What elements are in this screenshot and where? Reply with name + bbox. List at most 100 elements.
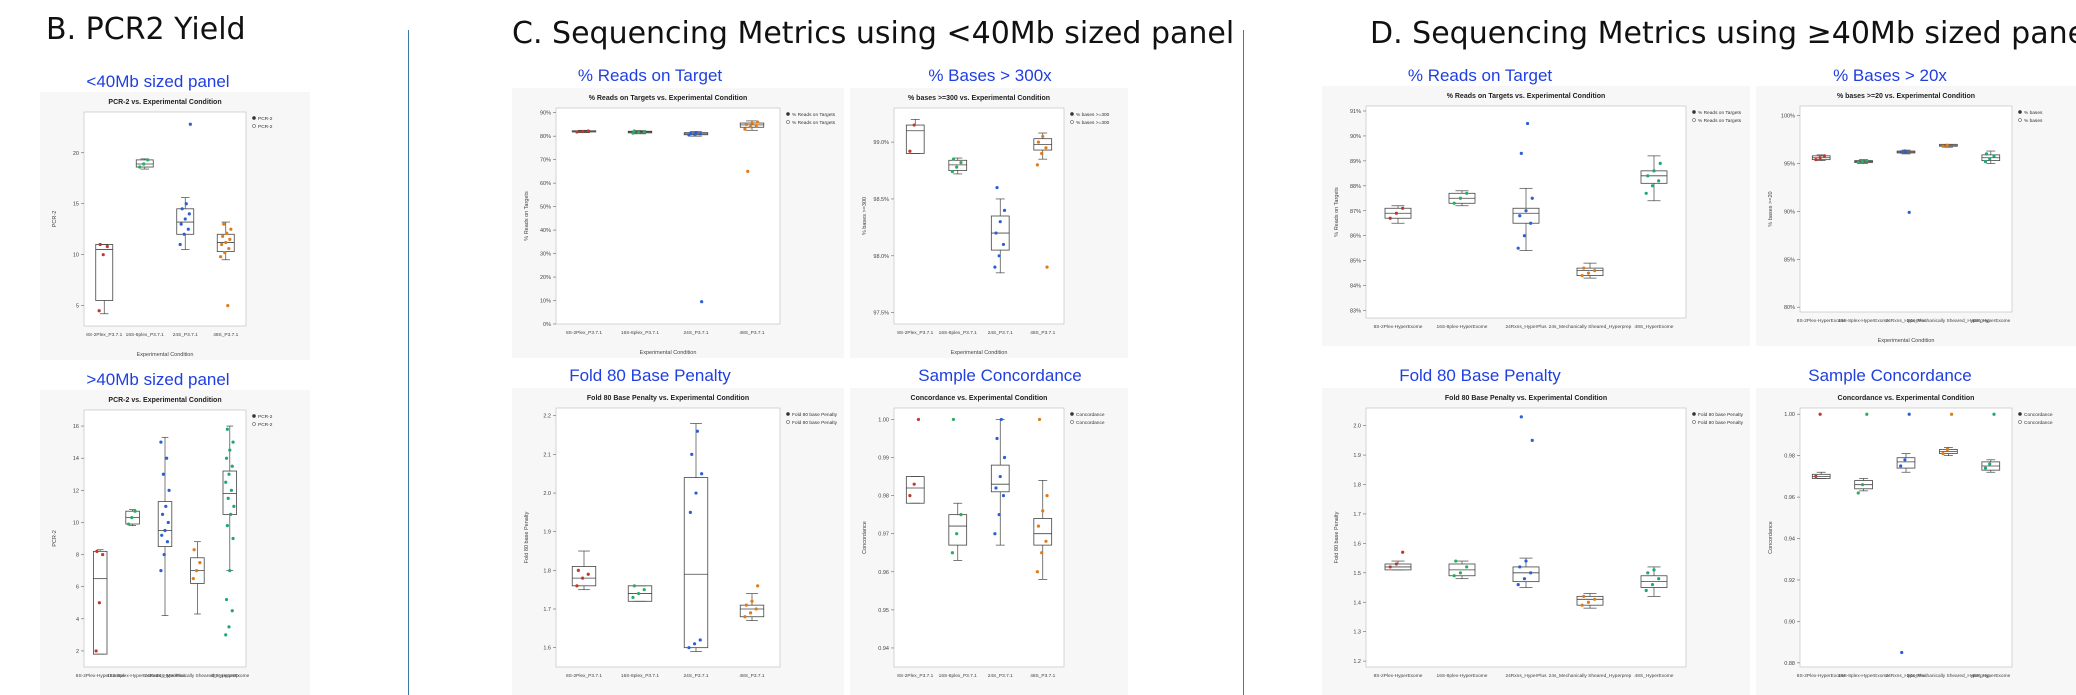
data-point: [1907, 210, 1911, 214]
box-3: [990, 417, 1010, 546]
panel-title-c1: % Reads on Target: [577, 66, 723, 85]
data-point: [997, 254, 1001, 258]
data-point: [225, 524, 229, 528]
data-point: [224, 480, 228, 484]
data-point: [1865, 412, 1869, 416]
chart-svg: PCR-2 vs. Experimental Condition 5 10 15 20 P…: [52, 99, 273, 358]
legend-label: % Reads on Targets: [1698, 110, 1742, 116]
data-point: [225, 231, 229, 235]
data-point: [97, 601, 101, 605]
data-point: [999, 417, 1003, 422]
data-point: [1983, 159, 1988, 164]
legend-label: Fold 80 base Penalty: [1698, 420, 1744, 426]
panel-title-c3: Fold 80 Base Penalty: [569, 366, 731, 385]
box-iqr: [1896, 457, 1916, 469]
data-point: [912, 123, 916, 127]
x-tick-label: 8S-2Plex-HyperExome: [76, 673, 125, 679]
box-iqr: [1512, 207, 1540, 224]
y-tick-label: 20: [73, 151, 79, 157]
box-iqr: [739, 604, 765, 618]
x-tick-label: 24Rxns_HyperPlus: [1885, 318, 1927, 324]
data-point: [575, 584, 579, 588]
y-axis-label: Fold 80 base Penalty: [524, 511, 530, 563]
data-point: [1037, 417, 1042, 422]
x-tick-label: 24Rxns_HyperPlus: [1505, 324, 1547, 330]
chart-svg: Concordance vs. Experimental Condition 0.…: [1768, 395, 2053, 679]
x-tick-label: 48S_HyperExome: [1635, 324, 1674, 330]
chart-fold80-large: Fold 80 Base Penalty vs. Experimental Co…: [1322, 388, 1750, 695]
legend-marker: [252, 116, 256, 120]
plot-area: [893, 107, 1065, 325]
box-iqr: [157, 501, 173, 547]
box-5: [1640, 566, 1668, 597]
data-point: [95, 549, 99, 553]
y-tick-label: 20%: [540, 275, 551, 281]
y-tick-label: 0.98: [1784, 454, 1795, 460]
legend-label: PCR-2: [258, 422, 273, 428]
data-point: [188, 122, 192, 126]
data-point: [1907, 412, 1911, 416]
data-point: [1818, 156, 1822, 160]
box-5: [1640, 155, 1668, 202]
section-title-c: C. Sequencing Metrics using <40Mb sized …: [512, 16, 1235, 51]
chart-svg: Concordance vs. Experimental Condition 0.…: [862, 395, 1105, 679]
y-tick-label: 89%: [1350, 159, 1361, 165]
data-point: [1580, 603, 1584, 607]
legend-label: PCR-2: [258, 116, 273, 122]
data-point: [642, 588, 646, 592]
x-tick-label: 16S-8plex-HyperExome: [107, 673, 158, 679]
data-point: [198, 560, 202, 565]
data-point: [1860, 483, 1865, 487]
data-point: [180, 207, 184, 211]
y-tick-label: 1.7: [1353, 512, 1361, 518]
box-3: [1512, 415, 1540, 588]
data-point: [1856, 160, 1860, 165]
x-tick-label: 8S-2Plex-HyperExome: [1374, 673, 1423, 679]
chart-svg: % Reads on Targets vs. Experimental Cond…: [524, 95, 836, 356]
y-tick-label: 2.2: [543, 414, 551, 420]
data-point: [1865, 159, 1869, 163]
data-point: [160, 512, 165, 517]
y-tick-label: 1.9: [1353, 453, 1361, 459]
box-5: [1981, 412, 2001, 473]
data-point: [164, 504, 168, 508]
data-point: [698, 132, 702, 136]
data-point: [993, 532, 997, 536]
data-point: [1041, 134, 1045, 139]
y-tick-label: 0.90: [1784, 619, 1795, 625]
data-point: [1044, 539, 1048, 543]
panel-title-b1: <40Mb sized panel: [86, 72, 230, 91]
y-tick-label: 5: [76, 304, 79, 310]
data-point: [1002, 208, 1007, 212]
legend-marker: [786, 112, 790, 116]
data-point: [1401, 550, 1405, 554]
x-tick-label: 48S_P3.7.1: [1030, 673, 1055, 679]
data-point: [1903, 149, 1907, 153]
data-point: [230, 609, 234, 613]
y-tick-label: 85%: [1350, 259, 1361, 265]
box-4: [1033, 417, 1053, 580]
data-point: [636, 591, 641, 596]
chart-title: Fold 80 Base Penalty vs. Experimental Co…: [587, 395, 749, 402]
data-point: [98, 242, 102, 247]
data-point: [1522, 577, 1527, 581]
data-point: [959, 513, 963, 517]
data-point: [748, 125, 753, 129]
box-4: [1033, 132, 1053, 269]
x-axis-label: Experimental Condition: [1878, 338, 1935, 344]
y-axis-label: % Reads on Targets: [1334, 187, 1340, 237]
data-point: [101, 552, 105, 557]
y-axis-label: Concordance: [1768, 521, 1774, 554]
data-point: [586, 129, 590, 133]
y-tick-label: 6: [76, 585, 79, 591]
x-tick-label: 16S-8plex_P3.7.1: [621, 673, 659, 679]
data-point: [227, 472, 231, 476]
box-iqr: [1033, 138, 1053, 151]
data-point: [1452, 574, 1456, 578]
data-point: [1818, 412, 1822, 416]
data-point: [191, 577, 195, 581]
data-point: [1582, 266, 1586, 270]
x-tick-label: 48S_HyperExome: [1971, 318, 2010, 324]
box-3: [157, 436, 173, 616]
chart-pcr2-small-panel: PCR-2 vs. Experimental Condition 5 10 15 20 P…: [40, 92, 310, 360]
